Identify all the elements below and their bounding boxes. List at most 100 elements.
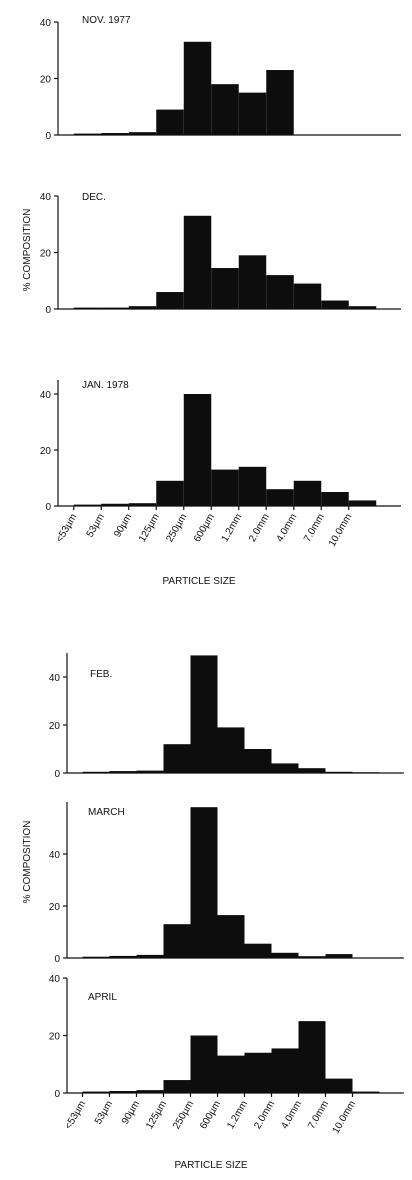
histogram-bar [190,1035,218,1093]
y-tick-label: 20 [40,75,52,86]
x-tick-label: 600µm [198,1099,223,1131]
histogram-bar [163,1080,191,1093]
histogram-panels: 0 20 40 NOV. 1977 0 20 40 DEC. 0 20 40 JAN. 1978 <53… [40,15,404,1136]
histogram-bar [244,749,272,773]
x-tick-label: 53µm [85,512,107,539]
histogram-bar [73,133,102,135]
x-tick-label: 1.2mm [225,1099,250,1131]
y-tick-label: 0 [45,305,51,316]
histogram-bar [266,70,294,135]
histogram-bar [266,489,294,506]
histogram-bar [73,307,102,309]
x-tick-label: 7.0mm [306,1099,331,1131]
x-tick-label: 10.0mm [331,1099,359,1136]
histogram-panel: 0 20 40 JAN. 1978 <53µm 53µm 90µm 125µm 250µm 600… [40,380,401,549]
histogram-bar [82,956,110,958]
histogram-bar [156,292,184,309]
histogram-panel: 0 20 40 DEC. [40,192,401,316]
histogram-bar [238,92,267,135]
x-tick-label: <53µm [63,1099,88,1131]
histogram-bar [321,492,349,506]
histogram-bar [136,954,164,958]
histogram-bar [352,1091,380,1093]
y-tick-label: 40 [49,974,61,985]
histogram-bar [211,268,239,309]
histogram-bar [163,744,191,773]
histogram-bar [109,1090,137,1093]
histogram-bar [109,955,137,958]
histogram-bar [82,1091,110,1093]
y-axis-label-top: % COMPOSITION [22,209,33,292]
histogram-bar [156,109,184,135]
panel-title: JAN. 1978 [82,380,129,391]
histogram-bar [298,956,326,958]
histogram-bar [183,394,212,506]
histogram-bar [163,924,191,958]
histogram-bar [136,770,164,773]
histogram-bar [293,283,322,309]
x-axis-label-top: PARTICLE SIZE [163,576,236,587]
x-tick-label: 2.0mm [247,512,272,544]
panel-title: APRIL [88,992,117,1003]
panel-title: MARCH [88,807,125,818]
y-tick-label: 40 [40,390,52,401]
histogram-bar [136,1090,164,1093]
x-tick-label: 90µm [120,1099,142,1126]
histogram-bar [325,1078,353,1093]
histogram-bar [183,41,212,135]
x-tick-label: 53µm [93,1099,115,1126]
y-tick-label: 20 [40,249,52,260]
y-tick-label: 0 [45,502,51,513]
histogram-bar [183,215,212,309]
x-tick-label: 7.0mm [302,512,327,544]
y-tick-label: 20 [49,902,61,913]
y-tick-label: 20 [40,446,52,457]
panel-title: FEB. [90,669,112,680]
histogram-bar [101,307,129,309]
x-axis-label-bottom: PARTICLE SIZE [175,1160,248,1171]
histogram-bar [293,480,322,506]
histogram-bar [348,500,377,506]
histogram-bar [101,133,129,135]
y-tick-label: 0 [54,769,60,780]
histogram-bar [352,772,380,774]
histogram-panel: 0 20 40 APRIL <53µm 53µm 90µm 125µm 250µm 600µm 1.… [49,974,404,1136]
histogram-bar [266,275,294,309]
x-tick-label: 1.2mm [220,512,245,544]
histogram-bar [156,480,184,506]
y-tick-label: 20 [49,1032,61,1043]
histogram-bar [217,727,245,773]
histogram-panel: 0 20 40 FEB. [49,653,404,780]
histogram-bar [128,503,157,506]
y-tick-label: 40 [40,18,52,29]
y-tick-label: 40 [49,673,61,684]
histogram-bar [271,952,299,958]
y-tick-label: 0 [45,131,51,142]
y-tick-label: 0 [54,954,60,965]
histogram-bar [190,807,218,958]
histogram-panel: 0 20 40 NOV. 1977 [40,15,401,142]
histogram-bar [190,655,218,773]
panel-title: DEC. [82,192,106,203]
histogram-bar [101,503,129,506]
y-tick-label: 0 [54,1089,60,1100]
histogram-bar [298,768,326,773]
histogram-bar [217,915,245,958]
y-tick-label: 40 [40,192,52,203]
histogram-bar [238,255,267,309]
x-tick-label: <53µm [54,512,79,544]
histogram-bar [238,466,267,506]
histogram-bar [82,771,110,773]
histogram-panel: 0 20 40 MARCH [49,802,404,965]
x-tick-label: 250µm [171,1099,196,1131]
y-axis-label-bottom: % COMPOSITION [22,821,33,904]
histogram-bar [73,504,102,506]
histogram-bar [244,1052,272,1093]
x-tick-label: 600µm [192,512,217,544]
histogram-bar [325,954,353,958]
x-tick-label: 4.0mm [275,512,300,544]
histogram-bar [211,469,239,506]
x-tick-label: 125µm [137,512,162,544]
histogram-bar [109,771,137,773]
